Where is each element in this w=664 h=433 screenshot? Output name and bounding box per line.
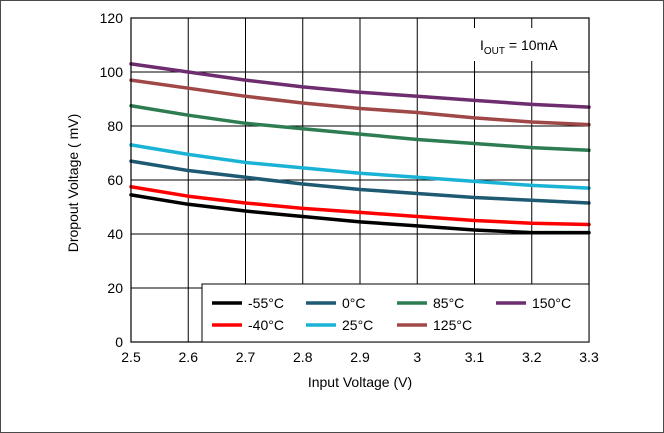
y-axis-label: Dropout Voltage ( mV) [65,114,81,253]
series-line [129,104,591,153]
y-tick-label: 120 [100,10,124,26]
y-tick-label: 20 [107,280,123,296]
legend-label: 0°C [342,295,366,311]
x-tick-label: 2.8 [293,349,313,365]
annotation-text: IOUT = 10mA [480,37,558,57]
legend-label: 125°C [433,317,472,333]
series-line [129,185,591,227]
legend-label: 85°C [433,295,464,311]
annotation-box [472,28,588,61]
annotation-suffix: = 10mA [505,37,558,53]
x-tick-label: 2.9 [350,349,370,365]
y-tick-label: 0 [115,334,123,350]
x-tick-label: 3 [413,349,421,365]
legend-box [201,283,590,343]
x-tick-label: 3.3 [579,349,599,365]
series-lines [129,62,591,235]
legend-label: 150°C [532,295,571,311]
annotation-subscript: OUT [484,46,505,57]
y-tick-label: 40 [107,226,123,242]
current-annotation: IOUT = 10mA [472,28,588,61]
y-tick-label: 100 [100,64,124,80]
x-tick-label: 2.6 [179,349,199,365]
tick-labels: 2.5 2.6 2.7 2.8 2.9 3 3.1 3.2 3.3 0 20 40 60 80 100 120 [100,10,599,365]
x-tick-label: 3.1 [465,349,485,365]
series-line [129,78,591,127]
series-line [129,143,591,190]
x-tick-label: 3.2 [522,349,542,365]
y-tick-label: 60 [107,172,123,188]
y-tick-label: 80 [107,118,123,134]
annotation-main: I [480,37,484,53]
legend: -55°C 0°C 85°C 150°C -40°C 25°C 125°C [201,283,590,343]
x-tick-label: 2.7 [236,349,256,365]
series-line [129,159,591,205]
x-tick-label: 2.5 [121,349,141,365]
legend-label: -55°C [248,295,284,311]
series-line [129,62,591,109]
legend-label: 25°C [342,317,373,333]
series-line [129,193,591,235]
x-axis-label: Input Voltage (V) [308,374,412,390]
legend-label: -40°C [248,317,284,333]
